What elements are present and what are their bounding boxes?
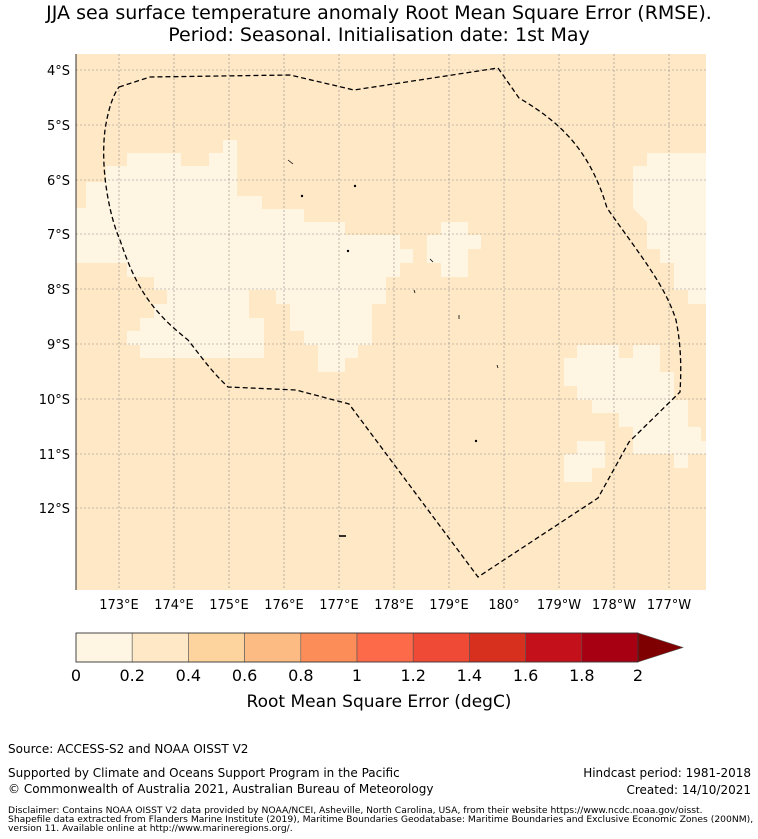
- lon-label: 175°E: [209, 598, 249, 613]
- source-text: Source: ACCESS-S2 and NOAA OISST V2: [8, 742, 249, 756]
- colorbar-label: Root Mean Square Error (degC): [246, 692, 512, 712]
- colorbar-tick-label: 1.4: [456, 666, 483, 685]
- eez-boundary: [103, 67, 682, 578]
- colorbar-tick-label: 1.6: [512, 666, 539, 685]
- lat-label: 11°S: [39, 448, 70, 463]
- colorbar-tick-label: 0.4: [175, 666, 202, 685]
- lat-label: 8°S: [47, 283, 70, 298]
- islands: [287, 159, 499, 537]
- lon-label: 179°W: [537, 598, 581, 613]
- colorbar-segment: [131, 632, 189, 663]
- colorbar-segment: [525, 632, 583, 663]
- low-error-region-central: [427, 222, 481, 277]
- island: [474, 439, 478, 443]
- lon-label: 174°E: [154, 598, 194, 613]
- lon-labels: 173°E 174°E 175°E 176°E 177°E 178°E 179°…: [99, 598, 691, 613]
- chart-subtitle: Period: Seasonal. Initialisation date: 1…: [168, 24, 590, 46]
- low-error-region-west: [76, 140, 413, 372]
- low-error-region-east: [633, 153, 706, 304]
- lon-label: 178°E: [374, 598, 414, 613]
- island: [287, 159, 294, 165]
- lat-label: 7°S: [47, 228, 70, 243]
- lon-label: 178°W: [592, 598, 636, 613]
- island: [353, 184, 357, 188]
- island: [413, 289, 416, 294]
- lat-label: 4°S: [47, 64, 70, 79]
- low-error-regions: [76, 140, 706, 482]
- lon-label: 177°W: [647, 598, 691, 613]
- lat-label: 6°S: [47, 174, 70, 189]
- lon-label: 179°E: [429, 598, 469, 613]
- colorbar-segment: [469, 632, 526, 663]
- island: [346, 249, 350, 253]
- colorbar-tick-label: 0.2: [119, 666, 145, 685]
- colorbar-extend-arrow: [637, 632, 684, 663]
- island: [429, 258, 434, 263]
- disclaimer-line: version 11. Available online at http://w…: [8, 823, 293, 834]
- colorbar-tick-label: 1.8: [569, 666, 595, 685]
- hindcast-period: Hindcast period: 1981-2018: [583, 766, 751, 780]
- colorbar-segment: [75, 632, 133, 663]
- colorbar-tick-label: 0.8: [288, 666, 314, 685]
- lon-label: 173°E: [99, 598, 139, 613]
- colorbar-tick-label: 0.6: [231, 666, 258, 685]
- colorbar-segment: [188, 632, 245, 663]
- disclaimer-line: Disclaimer: Contains NOAA OISST V2 data …: [8, 805, 703, 816]
- colorbar-tick-label: 1: [351, 666, 363, 685]
- colorbar-tick-label: 2: [632, 666, 644, 685]
- lat-label: 10°S: [39, 393, 70, 408]
- lat-label: 5°S: [47, 119, 70, 134]
- low-error-region-southeast: [564, 345, 706, 468]
- colorbar-frame: [75, 632, 639, 663]
- colorbar-segment: [581, 632, 639, 663]
- colorbar-segment: [412, 632, 470, 663]
- chart-title: JJA sea surface temperature anomaly Root…: [46, 2, 712, 24]
- created-date: Created: 14/10/2021: [626, 783, 751, 797]
- low-error-region-south: [564, 441, 605, 482]
- island: [300, 194, 304, 198]
- colorbar-segment: [356, 632, 414, 663]
- colorbar-segment: [300, 632, 358, 663]
- colorbar-tick-label: 0: [70, 666, 82, 685]
- lon-label: 176°E: [264, 598, 304, 613]
- copyright-text: © Commonwealth of Australia 2021, Austra…: [8, 782, 434, 796]
- lon-label: 180°: [488, 598, 519, 613]
- colorbar-tick-label: 1.2: [400, 666, 426, 685]
- colorbar-segment: [244, 632, 302, 663]
- graticule: [76, 54, 706, 590]
- lat-labels: 4°S 5°S 6°S 7°S 8°S 9°S 10°S 11°S 12°S: [39, 64, 70, 517]
- disclaimer-line: Shapefile data extracted from Flanders M…: [8, 814, 754, 825]
- island: [496, 364, 499, 369]
- lat-label: 12°S: [39, 502, 70, 517]
- lat-label: 9°S: [47, 338, 70, 353]
- support-text: Supported by Climate and Oceans Support …: [8, 766, 400, 780]
- lon-label: 177°E: [319, 598, 359, 613]
- colorbar: [75, 632, 684, 663]
